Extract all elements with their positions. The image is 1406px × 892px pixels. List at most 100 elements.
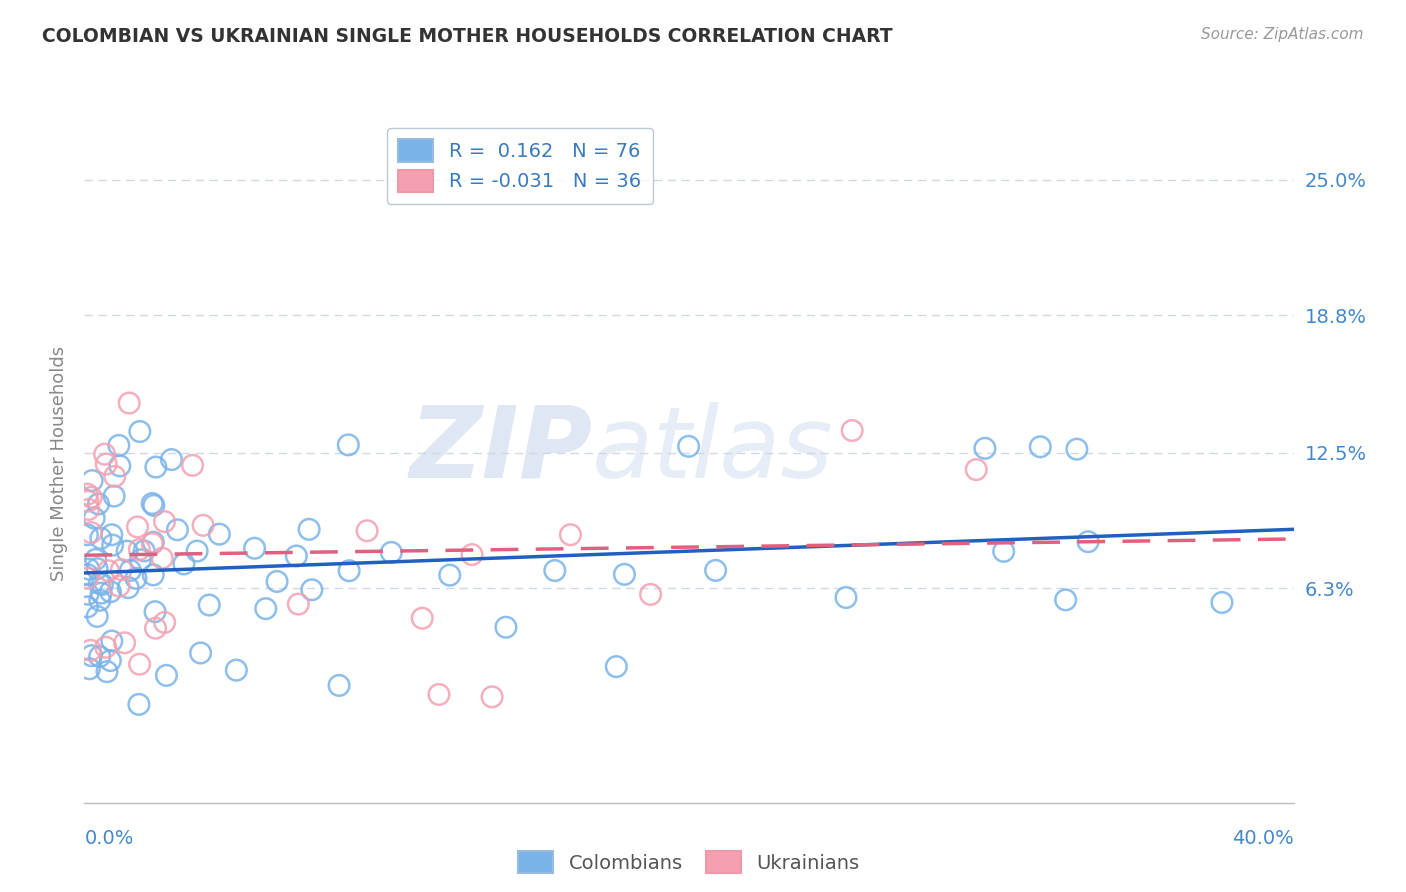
Point — [100, 528, 122, 542]
Point — [90, 532, 112, 546]
Point — [100, 584, 122, 599]
Point — [191, 518, 214, 533]
Point — [678, 439, 700, 453]
Point — [127, 520, 149, 534]
Point — [143, 605, 166, 619]
Point — [108, 579, 131, 593]
Point — [190, 646, 212, 660]
Point — [115, 544, 138, 558]
Point — [495, 620, 517, 634]
Point — [301, 582, 323, 597]
Point — [145, 621, 167, 635]
Point — [328, 678, 350, 692]
Point — [93, 447, 115, 461]
Point — [91, 577, 114, 591]
Point — [114, 636, 136, 650]
Point — [84, 552, 107, 566]
Point — [90, 586, 112, 600]
Point — [835, 591, 858, 605]
Point — [101, 634, 124, 648]
Point — [128, 657, 150, 672]
Point — [100, 654, 122, 668]
Point — [974, 442, 997, 456]
Point — [83, 511, 105, 525]
Point — [108, 458, 131, 473]
Point — [118, 396, 141, 410]
Point — [150, 551, 173, 566]
Point — [225, 663, 247, 677]
Point — [544, 564, 567, 578]
Point — [254, 601, 277, 615]
Point — [166, 523, 188, 537]
Point — [153, 615, 176, 630]
Point — [142, 535, 165, 549]
Text: 0.0%: 0.0% — [84, 829, 134, 848]
Point — [640, 587, 662, 601]
Point — [155, 668, 177, 682]
Point — [142, 567, 165, 582]
Point — [82, 474, 104, 488]
Point — [481, 690, 503, 704]
Point — [285, 549, 308, 563]
Point — [117, 581, 139, 595]
Point — [76, 567, 98, 582]
Text: 40.0%: 40.0% — [1232, 829, 1294, 848]
Point — [337, 438, 360, 452]
Point — [613, 567, 636, 582]
Y-axis label: Single Mother Households: Single Mother Households — [49, 346, 67, 582]
Point — [560, 527, 582, 541]
Point — [80, 648, 103, 663]
Point — [605, 659, 627, 673]
Point — [337, 564, 360, 578]
Point — [76, 599, 98, 614]
Point — [841, 424, 863, 438]
Point — [142, 499, 165, 513]
Point — [97, 564, 120, 578]
Point — [186, 544, 208, 558]
Point — [77, 562, 100, 576]
Point — [160, 452, 183, 467]
Point — [266, 574, 288, 589]
Point — [103, 489, 125, 503]
Text: Source: ZipAtlas.com: Source: ZipAtlas.com — [1201, 27, 1364, 42]
Point — [993, 544, 1015, 558]
Point — [96, 457, 118, 471]
Point — [411, 611, 433, 625]
Point — [439, 568, 461, 582]
Text: COLOMBIAN VS UKRAINIAN SINGLE MOTHER HOUSEHOLDS CORRELATION CHART: COLOMBIAN VS UKRAINIAN SINGLE MOTHER HOU… — [42, 27, 893, 45]
Point — [134, 544, 156, 558]
Point — [1029, 440, 1052, 454]
Point — [76, 487, 98, 501]
Point — [356, 524, 378, 538]
Point — [965, 462, 987, 476]
Point — [145, 460, 167, 475]
Point — [198, 598, 221, 612]
Point — [1054, 592, 1077, 607]
Point — [76, 571, 98, 585]
Point — [125, 571, 148, 585]
Point — [181, 458, 204, 473]
Point — [704, 563, 727, 577]
Point — [108, 438, 131, 452]
Point — [77, 502, 100, 516]
Point — [89, 649, 111, 664]
Point — [128, 425, 150, 439]
Point — [141, 536, 163, 550]
Point — [153, 515, 176, 529]
Point — [77, 587, 100, 601]
Point — [243, 541, 266, 556]
Point — [96, 665, 118, 679]
Text: ZIP: ZIP — [409, 401, 592, 499]
Point — [79, 643, 101, 657]
Text: atlas: atlas — [592, 401, 834, 499]
Legend: Colombians, Ukrainians: Colombians, Ukrainians — [510, 843, 868, 881]
Point — [461, 548, 484, 562]
Point — [86, 609, 108, 624]
Point — [120, 563, 142, 577]
Point — [101, 538, 124, 552]
Point — [87, 497, 110, 511]
Point — [76, 528, 98, 542]
Point — [80, 490, 103, 504]
Point — [380, 545, 402, 559]
Point — [94, 640, 117, 655]
